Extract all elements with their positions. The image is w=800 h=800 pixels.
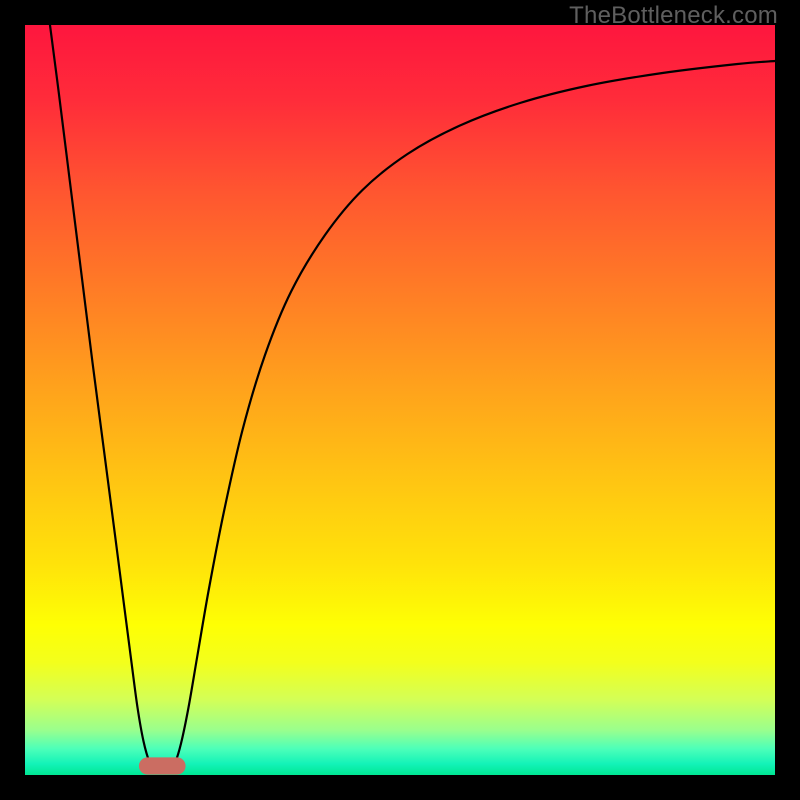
bottleneck-chart — [25, 25, 775, 775]
minimum-marker — [139, 757, 186, 774]
chart-background — [25, 25, 775, 775]
